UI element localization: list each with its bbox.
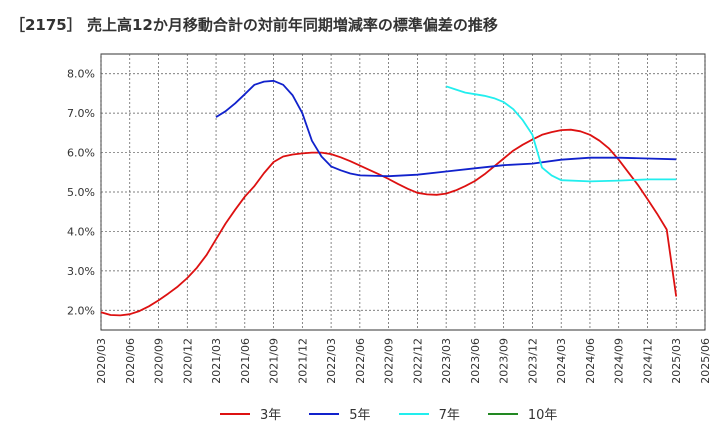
y-tick-label: 5.0%: [67, 186, 95, 199]
axis-labels: 2.0% 3.0% 4.0% 5.0% 6.0% 7.0% 8.0% 2020/03 2020/…: [67, 68, 712, 384]
x-tick-label: 2023/03: [440, 338, 453, 384]
y-tick-label: 7.0%: [67, 107, 95, 120]
legend-swatch: [309, 412, 340, 415]
x-tick-label: 2023/12: [526, 338, 539, 384]
x-tick-label: 2024/03: [555, 338, 568, 384]
legend-item: 10年: [487, 404, 558, 423]
legend-item: 7年: [398, 404, 460, 423]
legend-item: 3年: [220, 404, 281, 423]
legend-label: 5年: [349, 408, 371, 423]
x-tick-label: 2021/09: [268, 338, 281, 384]
x-tick-label: 2020/09: [153, 338, 166, 384]
legend-label: 3年: [260, 408, 282, 423]
x-tick-label: 2023/06: [469, 338, 482, 384]
x-tick-label: 2024/12: [641, 338, 654, 384]
chart-legend: 3年 5年 7年 10年: [220, 404, 585, 423]
legend-swatch: [487, 412, 518, 415]
x-tick-label: 2021/06: [239, 338, 252, 384]
x-tick-label: 2025/06: [699, 338, 712, 384]
x-tick-label: 2022/09: [383, 338, 396, 384]
x-tick-label: 2022/03: [325, 338, 338, 384]
x-tick-label: 2020/12: [181, 338, 194, 384]
y-tick-label: 8.0%: [67, 68, 95, 81]
legend-label: 7年: [438, 408, 460, 423]
grid-lines: [100, 54, 706, 330]
x-tick-label: 2022/12: [411, 338, 424, 384]
x-tick-label: 2020/03: [95, 338, 108, 384]
legend-swatch: [398, 412, 429, 415]
y-tick-label: 3.0%: [67, 265, 95, 278]
series-line-2: [445, 85, 677, 183]
chart-title: ［2175］ 売上高12か月移動合計の対前年同期増減率の標準偏差の推移: [10, 16, 498, 34]
series-lines: [100, 79, 678, 317]
y-tick-label: 2.0%: [67, 304, 95, 317]
y-tick-label: 6.0%: [67, 147, 95, 160]
series-line-1: [215, 79, 677, 178]
series-line-0: [100, 128, 678, 317]
x-tick-label: 2021/12: [296, 338, 309, 384]
legend-item: 5年: [309, 404, 371, 423]
x-tick-label: 2021/03: [210, 338, 223, 384]
y-tick-label: 4.0%: [67, 225, 95, 238]
x-tick-label: 2025/03: [670, 338, 683, 384]
x-tick-label: 2024/09: [613, 338, 626, 384]
x-tick-label: 2023/09: [498, 338, 511, 384]
legend-swatch: [220, 412, 250, 415]
legend-label: 10年: [527, 408, 558, 423]
x-tick-label: 2022/06: [354, 338, 367, 384]
x-tick-label: 2020/06: [124, 338, 137, 384]
x-tick-label: 2024/06: [584, 338, 597, 384]
